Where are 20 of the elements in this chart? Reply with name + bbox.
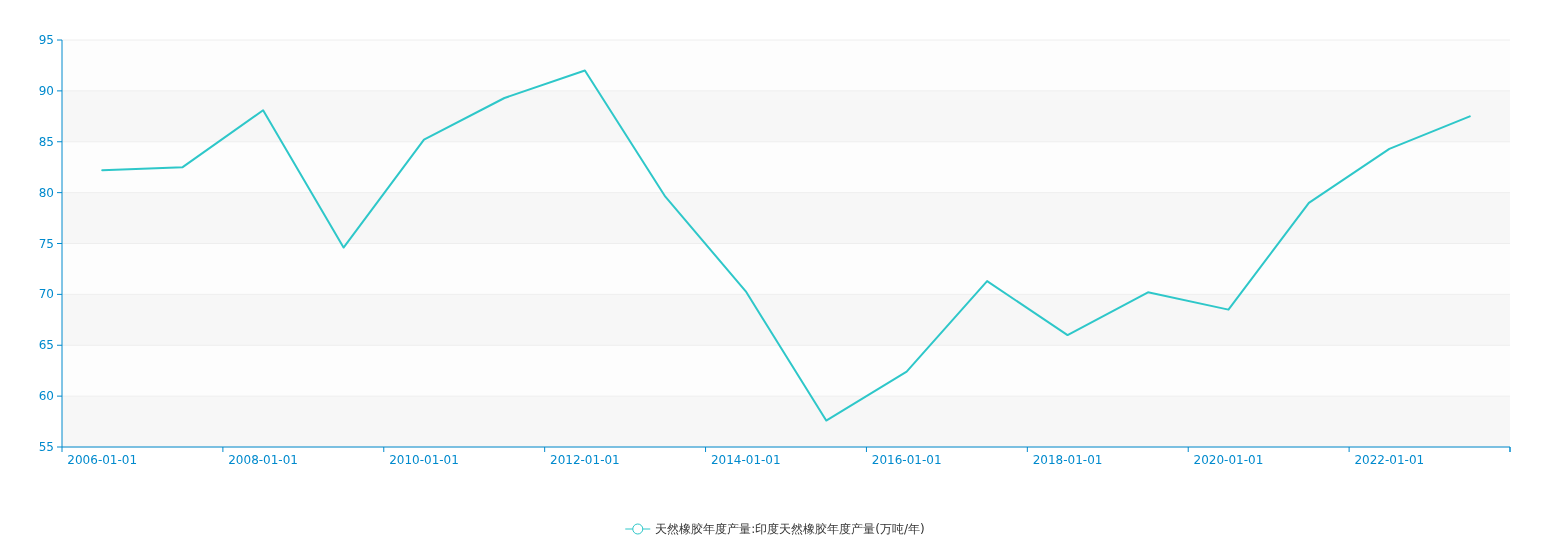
y-tick-label: 95: [38, 33, 54, 47]
x-tick-label: 2018-01-01: [1032, 453, 1103, 467]
y-tick-label: 60: [38, 389, 54, 404]
x-tick-label: 2022-01-01: [1354, 453, 1425, 467]
y-tick-label: 85: [38, 134, 54, 149]
x-tick-label: 2016-01-01: [871, 453, 942, 467]
y-tick-label: 80: [38, 185, 54, 200]
y-tick-label: 70: [38, 287, 54, 302]
legend-label: 天然橡胶年度产量:印度天然橡胶年度产量(万吨/年): [655, 522, 925, 536]
x-tick-label: 2020-01-01: [1193, 453, 1264, 467]
line-series: [101, 69, 1471, 422]
x-tick-label: 2010-01-01: [389, 453, 459, 467]
y-tick-label: 75: [38, 236, 54, 251]
y-tick-label: 90: [38, 83, 54, 98]
x-tick-label: 2014-01-01: [710, 453, 781, 467]
y-tick-label: 65: [38, 338, 54, 353]
x-tick-label: 2012-01-01: [550, 453, 620, 467]
y-tick-label: 55: [38, 440, 54, 454]
x-tick-label: 2006-01-01: [67, 453, 138, 467]
x-tick-label: 2008-01-01: [228, 453, 298, 467]
